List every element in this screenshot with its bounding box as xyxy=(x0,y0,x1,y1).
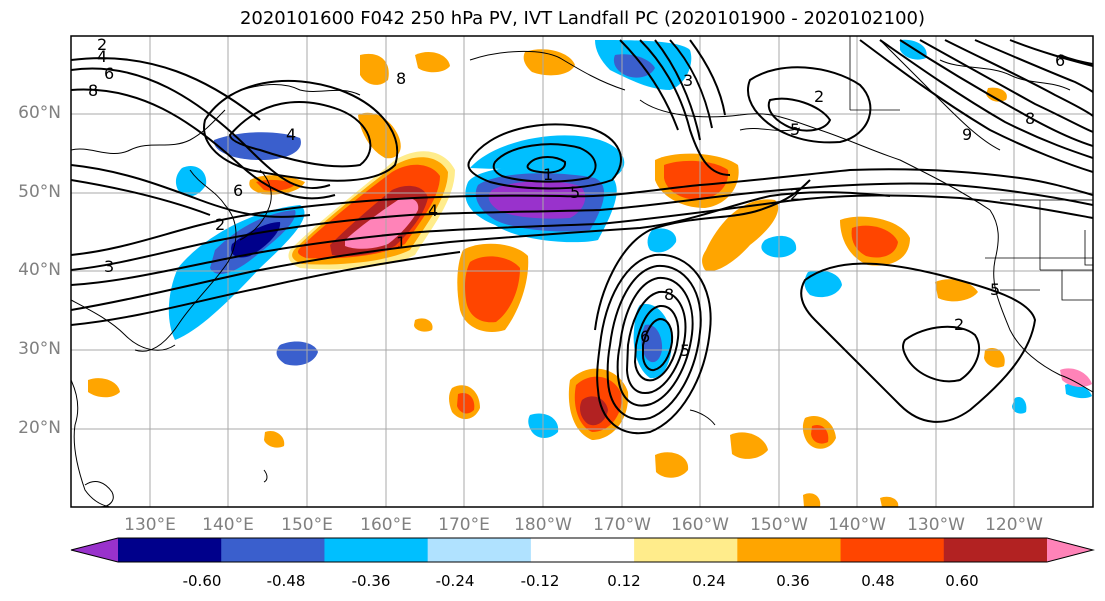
contour-label: 3 xyxy=(683,71,693,90)
lon-label-180w: 180°W xyxy=(514,515,572,535)
map-title: 2020101600 F042 250 hPa PV, IVT Landfall… xyxy=(239,8,926,29)
contour-label: 9 xyxy=(962,125,972,144)
graticule xyxy=(71,36,1093,507)
colorbar-tick-label: -0.12 xyxy=(520,572,560,590)
colorbar-tick-label: 0.48 xyxy=(861,572,895,590)
colorbar-segments xyxy=(71,538,1093,562)
lon-label-150w: 150°W xyxy=(750,515,808,535)
colorbar-extend-min xyxy=(71,538,118,562)
contour-label: 6 xyxy=(1055,51,1065,70)
contour-label: 2 xyxy=(814,87,824,106)
contour-label: 6 xyxy=(233,181,243,200)
contour-label: 2 xyxy=(215,215,225,234)
contour-label: 5 xyxy=(680,341,690,360)
contour-label: 4 xyxy=(286,125,296,144)
contour-label: 6 xyxy=(640,327,650,346)
colorbar-tick-label: -0.60 xyxy=(182,572,222,590)
lon-label-170e: 170°E xyxy=(438,515,490,535)
contour-label: 2 xyxy=(97,35,107,54)
colorbar-outline xyxy=(70,537,1095,563)
colorbar-tick-label: 0.60 xyxy=(945,572,979,590)
lon-label-130w: 130°W xyxy=(907,515,965,535)
coastlines xyxy=(71,39,1093,507)
lon-label-140e: 140°E xyxy=(202,515,254,535)
lat-label-20n: 20°N xyxy=(18,418,61,438)
colorbar-extend-max xyxy=(1047,538,1093,562)
map-frame xyxy=(70,35,1094,508)
colorbar-tick-label: -0.36 xyxy=(351,572,391,590)
contour-label: 1 xyxy=(396,233,406,252)
colorbar-tick-label: 0.36 xyxy=(776,572,810,590)
lon-label-140w: 140°W xyxy=(828,515,886,535)
contour-label: 8 xyxy=(88,81,98,100)
colorbar-segment xyxy=(737,538,842,562)
colorbar-segment xyxy=(634,538,738,562)
colorbar-tick-label: 0.24 xyxy=(692,572,726,590)
contour-label: 5 xyxy=(990,280,1000,299)
colorbar-tick-label: 0.12 xyxy=(607,572,641,590)
lon-label-130e: 130°E xyxy=(124,515,176,535)
lon-label-160w: 160°W xyxy=(671,515,729,535)
lon-label-170w: 170°W xyxy=(593,515,651,535)
colorbar-segment xyxy=(324,538,429,562)
lat-label-40n: 40°N xyxy=(18,260,61,280)
lon-label-120w: 120°W xyxy=(985,515,1043,535)
colorbar-segment xyxy=(943,538,1048,562)
ivt-contours xyxy=(71,39,1093,435)
contour-label: 8 xyxy=(1025,109,1035,128)
contour-labels: 2 4 6 8 4 6 8 2 1 4 5 1 3 8 2 5 6 9 2 6 … xyxy=(88,35,1065,360)
contour-label: 1 xyxy=(543,165,553,184)
lon-label-150e: 150°E xyxy=(281,515,333,535)
contour-label: 4 xyxy=(428,201,438,220)
colorbar-segment xyxy=(118,538,222,562)
contour-label: 2 xyxy=(954,315,964,334)
lon-label-160e: 160°E xyxy=(360,515,412,535)
lat-label-50n: 50°N xyxy=(18,182,61,202)
political-boundaries xyxy=(849,36,1093,301)
lat-label-60n: 60°N xyxy=(18,103,61,123)
contour-label: 2 xyxy=(790,185,800,204)
contour-label: 5 xyxy=(570,183,580,202)
colorbar-tick-label: -0.48 xyxy=(266,572,306,590)
colorbar-segment xyxy=(427,538,532,562)
colorbar-segment xyxy=(530,538,635,562)
colorbar-segment xyxy=(221,538,325,562)
contour-label: 3 xyxy=(104,257,114,276)
lat-label-30n: 30°N xyxy=(18,339,61,359)
contour-label: 4 xyxy=(97,47,107,66)
contour-label: 8 xyxy=(396,69,406,88)
colorbar-tick-label: -0.24 xyxy=(435,572,475,590)
contour-label: 8 xyxy=(664,285,674,304)
contour-label: 6 xyxy=(104,64,114,83)
colorbar-segment xyxy=(840,538,945,562)
contour-label: 5 xyxy=(790,120,800,139)
